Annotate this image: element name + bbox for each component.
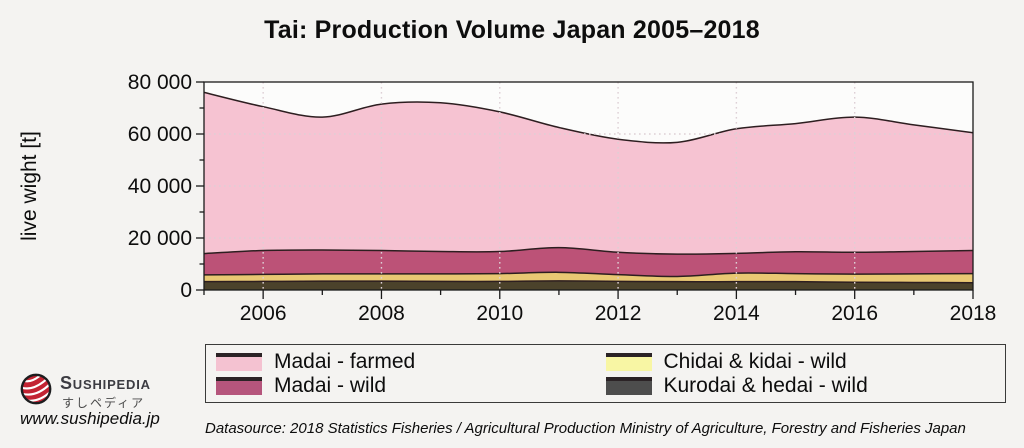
y-tick-label: 20 000 xyxy=(127,227,192,250)
x-tick-label: 2008 xyxy=(358,302,405,325)
y-tick-label: 60 000 xyxy=(127,123,192,146)
legend-item: Chidai & kidai - wild xyxy=(605,350,996,374)
series-area-3 xyxy=(203,280,974,290)
legend-label: Kurodai & hedai - wild xyxy=(663,374,868,397)
x-tick-label: 2018 xyxy=(949,302,997,325)
y-tick-label: 40 000 xyxy=(127,175,192,198)
sushipedia-logo-icon xyxy=(20,373,52,405)
legend-label: Madai - farmed xyxy=(274,350,416,373)
brand-name: Sushipedia xyxy=(60,373,151,393)
legend-swatch xyxy=(605,377,652,395)
legend-item: Kurodai & hedai - wild xyxy=(605,374,996,398)
brand-name-japanese: すしペディア xyxy=(62,396,146,410)
series-area-0 xyxy=(203,91,974,291)
x-tick-label: 2016 xyxy=(831,302,879,325)
legend-item: Madai - wild xyxy=(216,374,606,398)
datasource-note: Datasource: 2018 Statistics Fisheries / … xyxy=(205,420,966,437)
y-tick-label: 80 000 xyxy=(127,71,192,94)
chart-title: Tai: Production Volume Japan 2005–2018 xyxy=(264,16,760,44)
legend-swatch xyxy=(216,353,262,371)
legend-item: Madai - farmed xyxy=(216,350,606,374)
legend: Madai - farmed Chidai & kidai - wild Madai… xyxy=(205,344,1006,403)
x-tick-label: 2014 xyxy=(713,302,760,325)
legend-label: Madai - wild xyxy=(274,374,387,397)
x-tick-label: 2006 xyxy=(239,302,287,325)
legend-label: Chidai & kidai - wild xyxy=(663,350,847,373)
brand-block: Sushipedia すしペディア xyxy=(14,368,204,415)
x-tick-label: 2010 xyxy=(476,302,524,325)
legend-swatch xyxy=(605,353,652,371)
x-tick-label: 2012 xyxy=(594,302,642,325)
site-url: www.sushipedia.jp xyxy=(20,409,160,428)
y-tick-label: 0 xyxy=(180,279,192,302)
legend-swatch xyxy=(216,377,262,395)
